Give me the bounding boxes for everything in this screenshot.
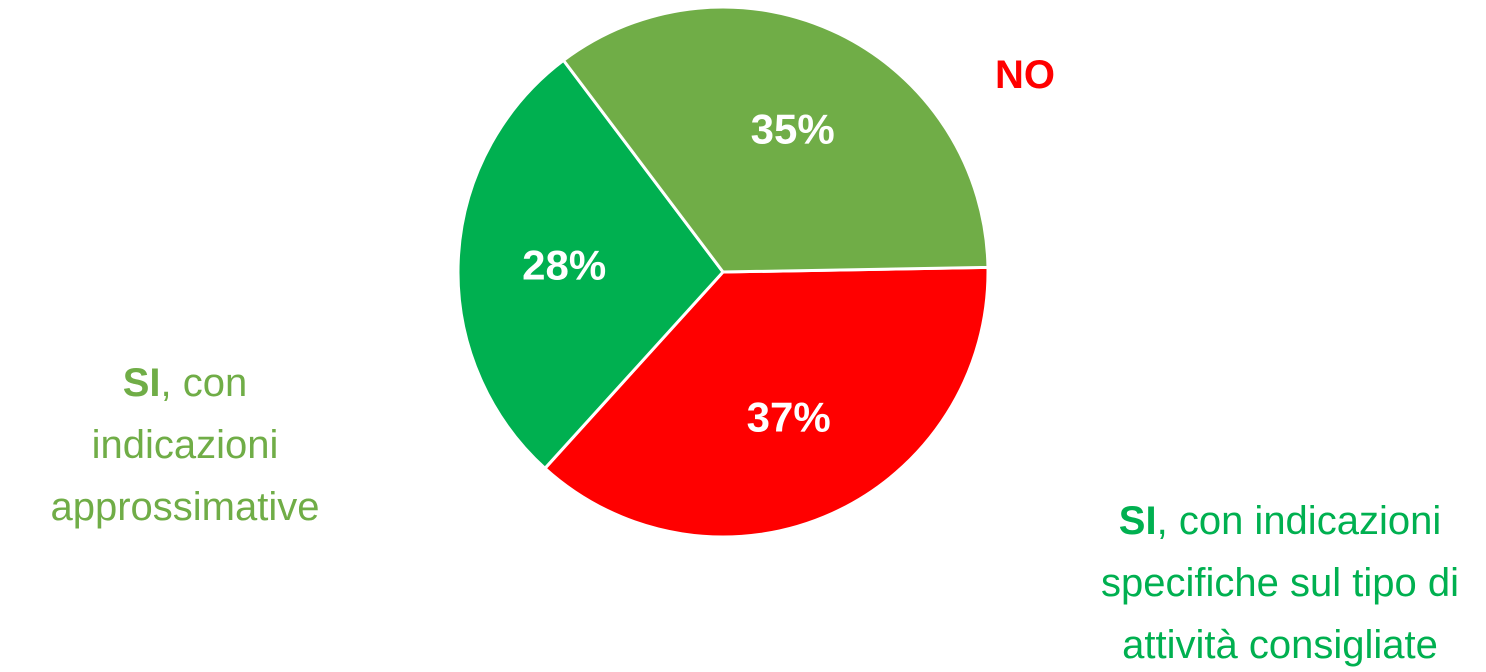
category-label-text: , con indicazioni: [1156, 499, 1442, 543]
category-label-no-text: NO: [995, 53, 1055, 97]
category-label-bold: SI: [1118, 499, 1157, 543]
category-label-si-approssimative: SI, con indicazioni approssimative: [20, 352, 350, 538]
data-label-si_specifiche: 28%: [522, 241, 606, 288]
pie-slice-no: [543, 265, 990, 539]
category-label-line: indicazioni: [91, 423, 279, 467]
category-label-bold: SI: [122, 361, 161, 405]
category-label-line: SI, con indicazioni: [1090, 490, 1470, 552]
data-label-no: 37%: [747, 393, 831, 440]
pie-slice-si_approssimative: [562, 5, 990, 274]
category-label-text: , con: [160, 361, 248, 405]
data-label-si_approssimative: 35%: [751, 106, 835, 153]
category-label-line: specifiche sul tipo di: [1101, 561, 1459, 605]
data-labels: 37% 28% 35%: [522, 106, 835, 441]
category-label-si-specifiche: SI, con indicazioni specifiche sul tipo …: [1090, 490, 1470, 672]
category-label-line: attività consigliate: [1122, 623, 1438, 667]
category-label-line: approssimative: [50, 485, 320, 529]
category-label-no: NO: [960, 44, 1090, 106]
category-label-line: SI, con: [20, 352, 350, 414]
pie-slice-si_specifiche: [456, 58, 725, 470]
